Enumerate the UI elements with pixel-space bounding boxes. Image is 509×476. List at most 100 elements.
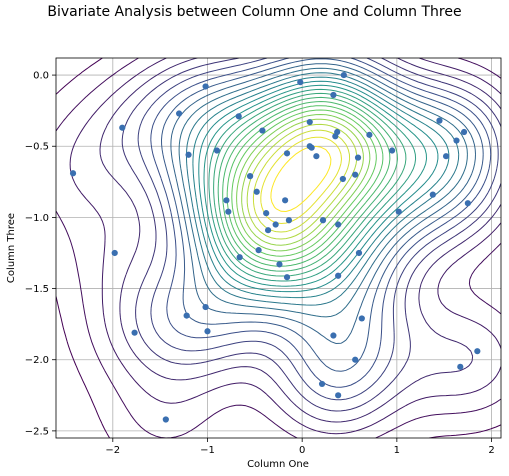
scatter-point-57 bbox=[460, 128, 468, 136]
y-tick-label: 0.0 bbox=[33, 71, 49, 82]
contour-level-10 bbox=[178, 67, 468, 318]
scatter-point-36 bbox=[330, 332, 337, 339]
y-tick-label: −2.0 bbox=[25, 355, 49, 366]
scatter-point-9 bbox=[202, 303, 209, 311]
scatter-point-19 bbox=[259, 127, 266, 134]
x-tick-label: 2 bbox=[488, 445, 494, 456]
scatter-point-10 bbox=[204, 328, 211, 335]
x-tick-label: −1 bbox=[200, 445, 215, 456]
scatter-point-42 bbox=[339, 175, 346, 183]
kde-contours bbox=[56, 58, 501, 438]
scatter-point-23 bbox=[276, 261, 283, 268]
contour-level-14 bbox=[203, 84, 427, 287]
contour-level-11 bbox=[186, 72, 460, 306]
y-tick-label: −1.5 bbox=[25, 284, 49, 295]
scatter-point-55 bbox=[453, 137, 460, 144]
scatter-point-44 bbox=[352, 171, 359, 178]
scatter-point-34 bbox=[318, 380, 326, 388]
scatter-point-39 bbox=[335, 221, 342, 228]
scatter-point-7 bbox=[185, 151, 192, 158]
contour-level-5 bbox=[121, 58, 501, 412]
scatter-point-21 bbox=[264, 227, 272, 234]
scatter-point-51 bbox=[395, 208, 402, 215]
scatter-point-11 bbox=[213, 147, 221, 154]
scatter-point-32 bbox=[313, 153, 320, 160]
y-tick-label: −2.5 bbox=[25, 426, 49, 437]
scatter-point-2 bbox=[119, 124, 126, 131]
scatter-point-43 bbox=[340, 71, 347, 79]
scatter-point-52 bbox=[429, 191, 436, 198]
contour-level-18 bbox=[222, 101, 391, 267]
scatter-point-47 bbox=[355, 249, 363, 257]
x-tick-label: −2 bbox=[105, 445, 120, 456]
scatter-point-14 bbox=[235, 113, 242, 120]
scatter-point-0 bbox=[69, 170, 77, 177]
scatter-point-12 bbox=[223, 197, 230, 204]
contour-level-8 bbox=[161, 58, 484, 372]
contour-level-26 bbox=[270, 145, 332, 212]
y-tick-label: −0.5 bbox=[25, 142, 49, 153]
scatter-point-6 bbox=[183, 312, 190, 319]
contour-level-13 bbox=[198, 80, 439, 293]
scatter-point-48 bbox=[358, 315, 365, 322]
scatter-point-26 bbox=[283, 150, 291, 157]
chart-title: Bivariate Analysis between Column One an… bbox=[47, 4, 462, 20]
y-tick-label: −1.0 bbox=[25, 213, 49, 224]
scatter-point-13 bbox=[225, 208, 232, 215]
x-axis-label: Column One bbox=[247, 459, 309, 470]
scatter-point-45 bbox=[352, 356, 359, 363]
contour-level-16 bbox=[213, 92, 407, 277]
scatter-point-17 bbox=[253, 188, 260, 195]
scatter-point-25 bbox=[283, 274, 291, 281]
scatter-point-53 bbox=[436, 117, 443, 124]
x-tick-label: 1 bbox=[394, 445, 400, 456]
scatter-point-28 bbox=[297, 79, 304, 86]
scatter-point-59 bbox=[474, 348, 481, 355]
contour-level-23 bbox=[246, 123, 358, 240]
x-axis-ticks: −2 −1 0 1 2 bbox=[105, 438, 495, 456]
scatter-point-56 bbox=[457, 363, 464, 370]
scatter-point-33 bbox=[319, 217, 327, 224]
scatter-point-5 bbox=[175, 110, 183, 117]
scatter-point-3 bbox=[131, 329, 138, 336]
scatter-point-1 bbox=[111, 249, 118, 257]
scatter-point-49 bbox=[366, 131, 373, 138]
contour-level-2 bbox=[56, 58, 501, 438]
plot-frame bbox=[55, 57, 502, 439]
scatter-point-8 bbox=[202, 83, 209, 90]
contour-level-15 bbox=[208, 88, 417, 282]
contour-level-24 bbox=[252, 129, 351, 233]
scatter-point-54 bbox=[442, 153, 450, 160]
scatter-point-24 bbox=[282, 197, 289, 204]
scatter-point-4 bbox=[162, 416, 169, 423]
scatter-point-46 bbox=[354, 154, 362, 161]
scatter-point-15 bbox=[236, 254, 243, 261]
scatter-point-29 bbox=[306, 118, 313, 126]
scatter-point-20 bbox=[263, 210, 270, 217]
scatter-point-27 bbox=[285, 217, 293, 224]
scatter-point-38 bbox=[334, 128, 341, 136]
contour-level-4 bbox=[99, 58, 501, 423]
contour-level-22 bbox=[241, 118, 364, 246]
grid-lines bbox=[56, 58, 501, 438]
contour-level-6 bbox=[137, 58, 499, 401]
y-axis-ticks: 0.0 −0.5 −1.0 −1.5 −2.0 −2.5 bbox=[25, 71, 56, 437]
scatter-point-41 bbox=[335, 392, 342, 399]
scatter-point-58 bbox=[464, 200, 471, 207]
contour-level-3 bbox=[69, 58, 501, 435]
scatter-point-31 bbox=[308, 144, 315, 151]
scatter-point-40 bbox=[335, 272, 342, 279]
contour-level-21 bbox=[236, 114, 371, 252]
contour-level-20 bbox=[231, 109, 377, 257]
contour-level-1 bbox=[56, 58, 501, 438]
scatter-point-22 bbox=[272, 221, 279, 228]
contour-level-9 bbox=[170, 63, 476, 344]
scatter-point-50 bbox=[389, 147, 396, 154]
scatter-point-18 bbox=[255, 247, 262, 254]
scatter-point-35 bbox=[330, 91, 337, 99]
scatter-point-16 bbox=[246, 173, 254, 180]
y-axis-label: Column Three bbox=[6, 213, 17, 283]
scatter-points bbox=[69, 71, 481, 423]
contour-level-7 bbox=[150, 58, 492, 388]
